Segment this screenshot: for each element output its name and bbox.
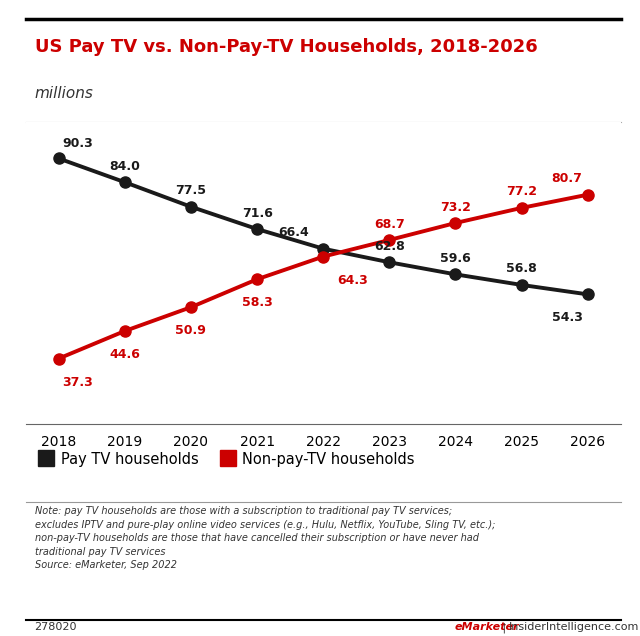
Text: 56.8: 56.8: [506, 263, 537, 275]
Text: 77.5: 77.5: [175, 184, 207, 197]
Text: US Pay TV vs. Non-Pay-TV Households, 2018-2026: US Pay TV vs. Non-Pay-TV Households, 201…: [35, 38, 537, 55]
Text: 73.2: 73.2: [440, 200, 471, 214]
Text: 37.3: 37.3: [62, 375, 93, 389]
Text: 80.7: 80.7: [552, 172, 582, 185]
Legend: Pay TV households, Non-pay-TV households: Pay TV households, Non-pay-TV households: [33, 446, 420, 473]
Text: 54.3: 54.3: [552, 312, 582, 324]
Text: Note: pay TV households are those with a subscription to traditional pay TV serv: Note: pay TV households are those with a…: [35, 506, 495, 570]
Text: 77.2: 77.2: [506, 186, 537, 198]
Text: millions: millions: [35, 86, 93, 101]
Text: 90.3: 90.3: [62, 137, 93, 150]
Text: 44.6: 44.6: [109, 348, 140, 361]
Text: 66.4: 66.4: [278, 226, 308, 239]
Text: 58.3: 58.3: [242, 296, 273, 309]
Text: eMarketer: eMarketer: [454, 622, 518, 632]
Text: 278020: 278020: [35, 622, 77, 632]
Text: 71.6: 71.6: [242, 207, 273, 219]
Text: 84.0: 84.0: [109, 160, 140, 173]
Text: 50.9: 50.9: [175, 324, 206, 337]
Text: |: |: [499, 622, 509, 633]
Text: 64.3: 64.3: [338, 273, 369, 287]
Text: 62.8: 62.8: [374, 240, 404, 253]
Text: InsiderIntelligence.com: InsiderIntelligence.com: [509, 622, 639, 632]
Text: 59.6: 59.6: [440, 252, 471, 265]
Text: 68.7: 68.7: [374, 218, 404, 230]
